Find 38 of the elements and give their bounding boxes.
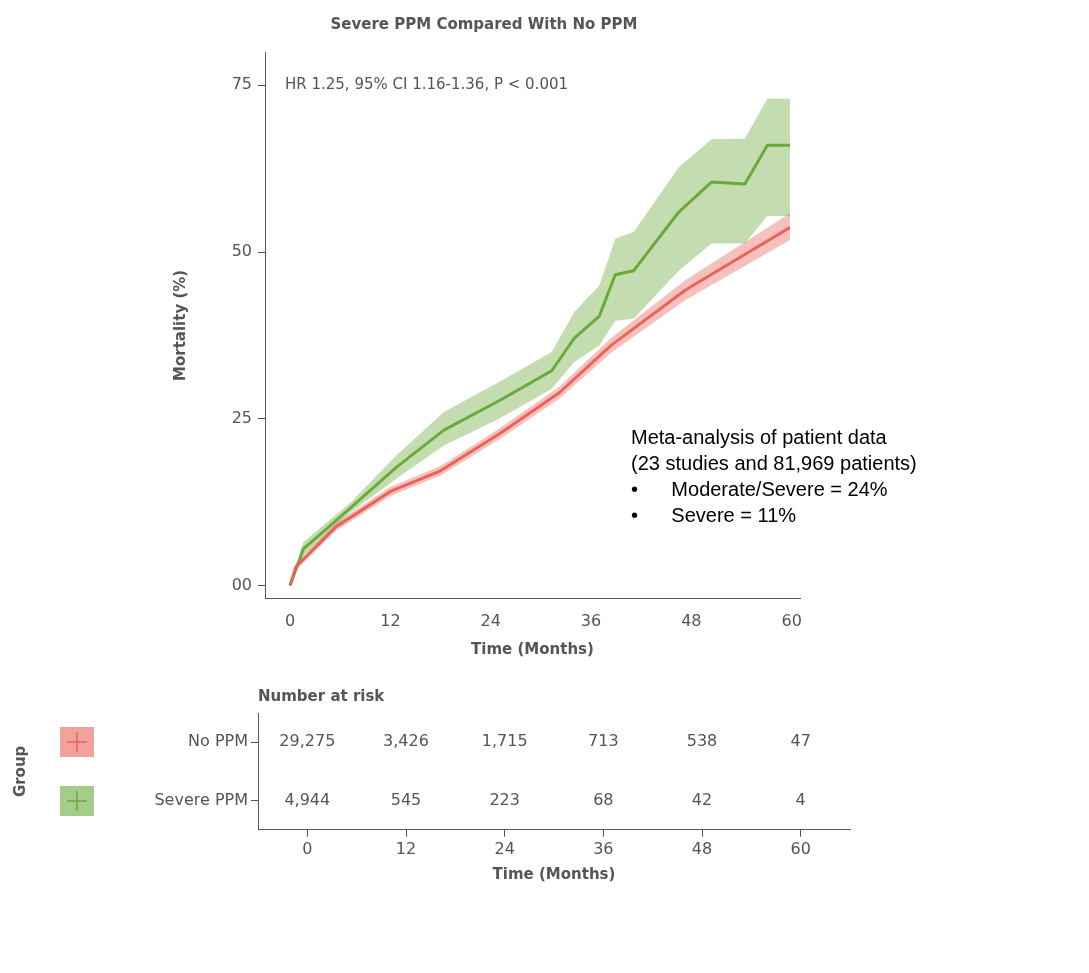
chart-title: Number at risk [258, 687, 386, 706]
data-label: 47 [790, 731, 811, 751]
y-tick-label: 75 [231, 74, 252, 94]
data-label: 545 [390, 789, 422, 809]
data-label: 713 [588, 731, 619, 751]
y-axis-title: Mortality (%) [170, 269, 189, 381]
y-tick-label: 25 [231, 407, 252, 427]
x-tick-label: 12 [395, 838, 417, 858]
data-label: 42 [691, 789, 713, 809]
x-tick-label: 48 [691, 838, 713, 858]
data-label: 29,275 [279, 731, 336, 751]
x-tick-label: 24 [480, 610, 501, 630]
x-axis-title: Time (Months) [471, 639, 594, 658]
y-tick-label: No PPM [188, 731, 248, 751]
x-tick-label: 60 [790, 838, 811, 858]
x-tick-label: 36 [580, 610, 602, 630]
data-label: 68 [593, 789, 614, 809]
x-tick-label: 48 [681, 610, 702, 630]
y-axis-title: Group [10, 745, 29, 798]
data-label: 3,426 [383, 731, 429, 751]
data-label: 4,944 [284, 789, 331, 809]
x-axis-title: Time (Months) [492, 864, 616, 883]
x-tick-label: 12 [380, 610, 401, 630]
x-tick-label: 24 [494, 838, 515, 858]
y-tick-label: 00 [231, 574, 252, 594]
data-label: 1,715 [481, 731, 528, 751]
annotation: Meta-analysis of patient data (23 studies and 81,969 patients) • Moderate/Severe = 24% • Severe = 11% [631, 425, 917, 526]
y-tick-label: Severe PPM [154, 789, 248, 809]
data-label: 4 [795, 789, 806, 809]
data-label: 223 [489, 789, 520, 809]
y-tick-label: 50 [231, 241, 252, 261]
data-label: 538 [686, 731, 718, 751]
annotation: HR 1.25, 95% CI 1.16-1.36, P < 0.001 [285, 75, 569, 94]
x-tick-label: 60 [781, 610, 802, 630]
x-tick-label: 36 [593, 838, 614, 858]
x-tick-label: 0 [302, 838, 313, 858]
x-tick-label: 0 [284, 610, 296, 630]
chart-title: Severe PPM Compared With No PPM [330, 14, 638, 33]
